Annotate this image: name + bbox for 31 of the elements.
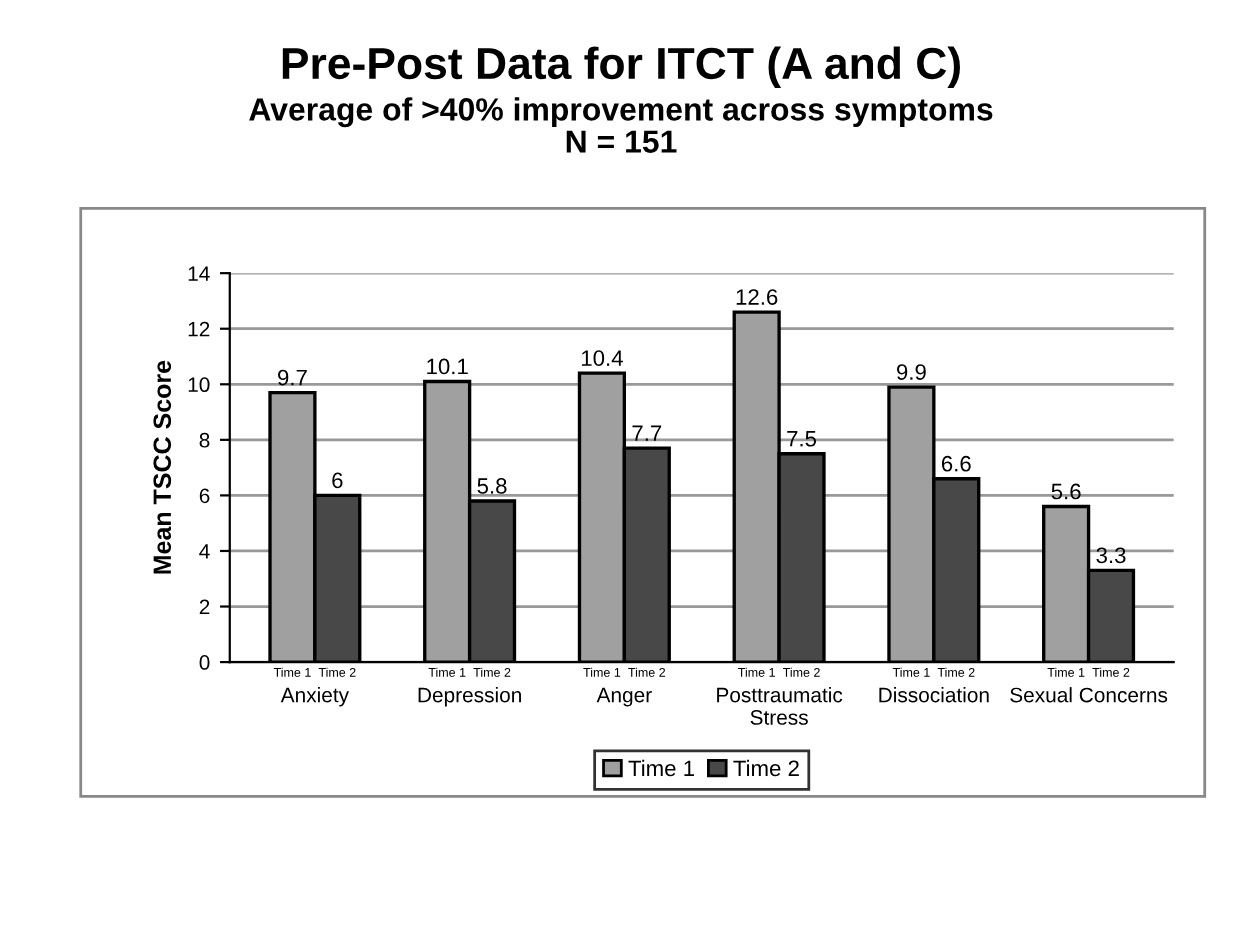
chart-subtitle: Average of >40% improvement across symptoms N = 151 — [249, 97, 993, 153]
y-axis-title: Mean TSCC Score — [153, 360, 172, 574]
data-label: 5.8 — [477, 478, 507, 494]
x-tick-label: Depression — [418, 687, 521, 707]
data-label: 7.7 — [632, 425, 662, 441]
x-tick-label: Anxiety — [280, 687, 349, 707]
data-label: 9.9 — [897, 364, 926, 380]
data-label: 12.6 — [736, 289, 778, 305]
data-label: 10.1 — [427, 358, 468, 375]
y-tick-label: 6 — [199, 488, 210, 504]
y-tick-label: 2 — [199, 599, 210, 615]
y-tick-label: 0 — [199, 655, 210, 670]
data-label: 6.6 — [941, 455, 971, 472]
x-tick-label: Anger — [596, 687, 652, 707]
y-tick-label: 12 — [188, 321, 210, 337]
legend-label: Time 1 — [628, 759, 694, 777]
x-tick-label: Dissociation — [879, 687, 989, 703]
data-label: 7.5 — [787, 431, 817, 447]
data-label: 10.4 — [581, 350, 623, 367]
x-tick-label: Sexual Concerns — [1010, 687, 1168, 703]
x-tick-label: Posttraumatic Stress — [717, 687, 843, 725]
data-label: 3.3 — [1096, 547, 1126, 564]
data-label: 6 — [332, 472, 343, 489]
data-label: 9.7 — [278, 369, 307, 386]
y-tick-label: 14 — [188, 266, 210, 281]
y-tick-label: 8 — [199, 432, 210, 448]
y-tick-label: 4 — [199, 544, 210, 559]
chart-title: Pre-Post Data for ITCT (A and C) — [282, 46, 960, 88]
y-tick-label: 10 — [188, 377, 210, 393]
legend-label: Time 2 — [733, 759, 799, 777]
data-label: 5.6 — [1051, 483, 1081, 500]
